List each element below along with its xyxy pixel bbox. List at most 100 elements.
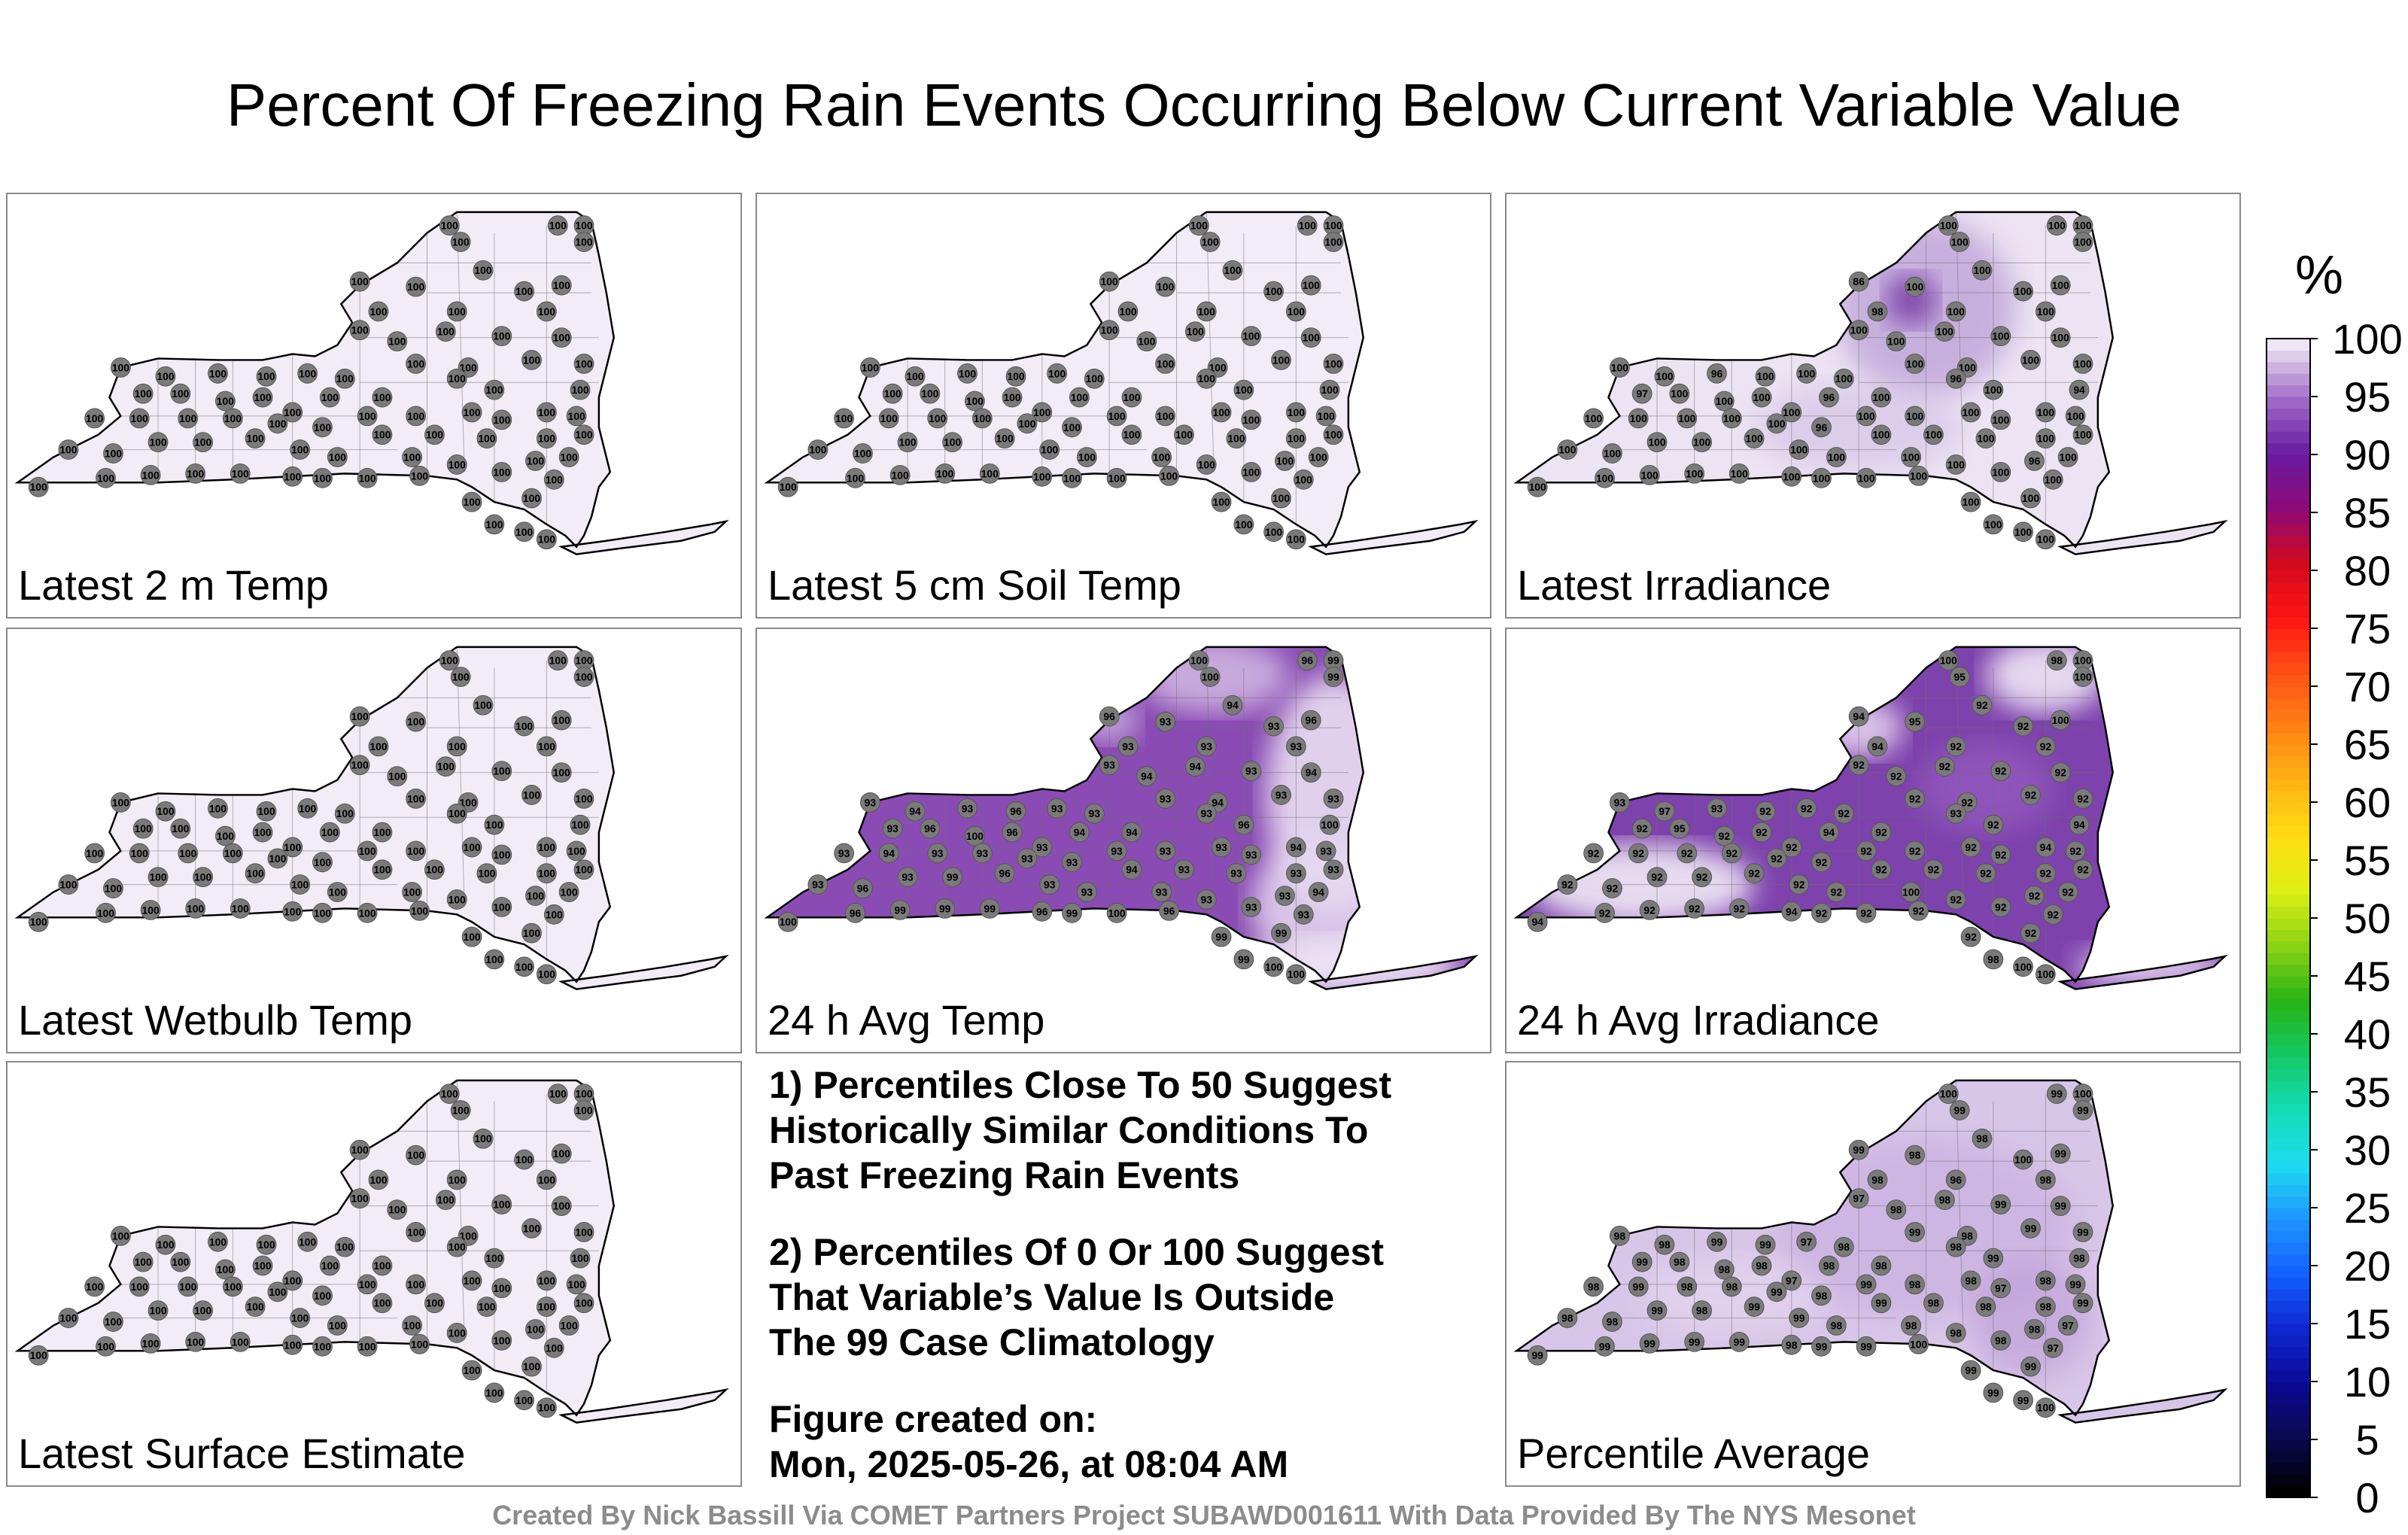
station-marker: 92 xyxy=(1983,814,2004,835)
station-marker: 96 xyxy=(1032,901,1053,922)
station-marker: 96 xyxy=(1945,1169,1966,1190)
station-marker: 100 xyxy=(566,840,587,862)
station-marker: 100 xyxy=(1923,424,1944,445)
station-marker: 94 xyxy=(2069,814,2090,835)
note-line: Past Freezing Rain Events xyxy=(769,1154,1240,1196)
station-marker: 98 xyxy=(1905,1144,1926,1166)
station-value: 100 xyxy=(247,868,264,880)
station-value: 94 xyxy=(883,847,895,859)
station-value: 100 xyxy=(441,655,458,667)
station-marker: 93 xyxy=(1271,785,1291,805)
station-marker: 94 xyxy=(1184,756,1206,777)
station-marker: 100 xyxy=(1755,366,1776,387)
station-marker: 99 xyxy=(1639,1333,1660,1354)
station-marker: 100 xyxy=(1285,428,1306,449)
station-value: 92 xyxy=(1689,902,1701,914)
station-value: 94 xyxy=(1823,826,1835,838)
state-border xyxy=(2057,519,2228,555)
note-1: 1) Percentiles Close To 50 Suggest Histo… xyxy=(769,1062,1491,1198)
station-marker: 92 xyxy=(1583,843,1604,864)
station-marker: 100 xyxy=(536,301,557,322)
station-marker: 100 xyxy=(58,439,79,460)
station-value: 100 xyxy=(1310,451,1327,463)
station-marker: 100 xyxy=(208,363,228,384)
station-value: 100 xyxy=(1678,412,1695,424)
station-value: 100 xyxy=(966,830,984,842)
county-line xyxy=(1206,646,1215,907)
station-marker: 100 xyxy=(1557,439,1578,460)
station-value: 100 xyxy=(1288,533,1305,546)
station-value: 100 xyxy=(1242,330,1260,342)
station-marker: 100 xyxy=(387,331,408,352)
station-value: 99 xyxy=(1987,1387,1999,1399)
station-value: 100 xyxy=(571,819,588,831)
station-value: 100 xyxy=(224,847,242,859)
note-line: Figure created on: xyxy=(769,1398,1098,1440)
station-marker: 95 xyxy=(1905,711,1926,732)
station-value: 98 xyxy=(1909,1278,1921,1290)
station-value: 100 xyxy=(929,412,946,424)
station-value: 100 xyxy=(906,370,923,382)
station-marker: 100 xyxy=(424,1293,445,1314)
station-marker: 100 xyxy=(536,529,557,550)
station-value: 93 xyxy=(838,847,850,859)
station-marker: 100 xyxy=(435,1190,456,1211)
station-value: 100 xyxy=(2037,1402,2054,1414)
station-marker: 100 xyxy=(409,465,430,486)
station-value: 93 xyxy=(1051,802,1063,814)
station-marker: 100 xyxy=(547,1084,568,1105)
station-value: 98 xyxy=(2040,1174,2052,1186)
station-marker: 100 xyxy=(446,1169,467,1190)
station-marker: 100 xyxy=(446,1323,467,1343)
station-value: 98 xyxy=(1928,1297,1940,1309)
station-marker: 100 xyxy=(1901,447,1922,467)
colorbar-segment xyxy=(2267,535,2310,548)
station-marker: 100 xyxy=(521,923,542,944)
station-value: 100 xyxy=(157,805,174,817)
station-marker: 98 xyxy=(1677,1276,1698,1297)
station-value: 94 xyxy=(2040,841,2052,853)
station-value: 92 xyxy=(1928,864,1940,876)
station-marker: 92 xyxy=(1692,867,1713,888)
station-value: 100 xyxy=(460,1230,477,1242)
station-marker: 92 xyxy=(2024,886,2045,906)
station-marker: 100 xyxy=(2050,710,2071,731)
station-marker: 96 xyxy=(845,902,865,923)
station-value: 100 xyxy=(369,305,387,318)
station-marker: 100 xyxy=(409,900,430,921)
station-marker: 100 xyxy=(853,443,873,464)
station-value: 100 xyxy=(1783,470,1800,482)
station-marker: 100 xyxy=(484,814,505,835)
station-value: 100 xyxy=(1962,406,1979,418)
station-marker: 92 xyxy=(1905,788,1926,809)
station-value: 100 xyxy=(1940,220,1957,232)
colorbar-segment xyxy=(2267,454,2310,467)
station-marker: 100 xyxy=(1583,408,1604,429)
station-value: 100 xyxy=(515,720,533,732)
station-marker: 100 xyxy=(103,878,123,898)
station-value: 100 xyxy=(575,1088,592,1100)
station-value: 100 xyxy=(2048,220,2066,232)
station-value: 100 xyxy=(448,807,466,819)
station-value: 92 xyxy=(2025,789,2037,801)
station-marker: 96 xyxy=(853,878,873,898)
state-border xyxy=(764,646,1364,983)
station-marker: 100 xyxy=(1744,428,1765,449)
station-marker: 100 xyxy=(1684,463,1705,484)
station-marker: 100 xyxy=(402,1315,423,1336)
station-value: 100 xyxy=(403,1319,421,1331)
station-marker: 100 xyxy=(129,843,150,864)
station-marker: 100 xyxy=(193,432,214,453)
station-marker: 100 xyxy=(536,1296,557,1318)
credit-line: Created By Nick Bassill Via COMET Partne… xyxy=(492,1500,1916,1530)
colorbar-tick-label: 10 xyxy=(2344,1358,2391,1406)
station-value: 100 xyxy=(403,886,421,898)
colorbar-segment xyxy=(2267,698,2310,710)
station-marker: 100 xyxy=(484,949,505,970)
station-value: 100 xyxy=(407,357,424,369)
station-marker: 98 xyxy=(1990,1330,2011,1351)
station-value: 100 xyxy=(314,472,331,484)
station-value: 100 xyxy=(105,1316,122,1328)
station-marker: 100 xyxy=(1155,276,1176,297)
station-value: 100 xyxy=(1671,388,1688,400)
